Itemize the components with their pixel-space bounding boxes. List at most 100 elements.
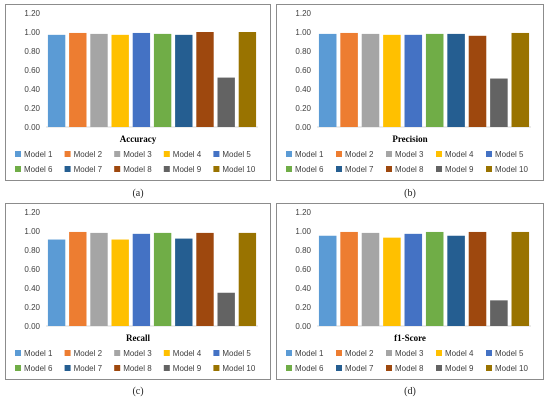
legend-item: Model 9 [436,364,474,373]
bar-model-2 [340,231,358,326]
bar-model-5 [132,233,151,326]
legend-label: Model 8 [123,364,152,373]
legend-label: Model 3 [123,349,152,358]
y-tick-label: 0.60 [24,265,40,274]
bar-model-10 [511,32,530,128]
legend-label: Model 1 [295,349,324,358]
legend-swatch [386,151,392,157]
legend-label: Model 2 [345,150,374,159]
bar-model-3 [361,232,380,326]
legend-swatch [64,365,71,371]
caption-b: (b) [404,188,416,199]
legend-label: Model 1 [24,349,53,358]
legend-swatch [486,166,492,172]
caption-c: (c) [132,386,144,397]
legend-item: Model 5 [486,349,524,358]
legend-item: Model 3 [386,150,424,159]
legend-swatch [436,166,442,172]
legend-swatch [213,166,220,172]
y-tick-label: 1.00 [295,28,311,37]
legend-swatch [15,166,21,172]
bar-model-8 [468,35,487,127]
y-tick-label: 0.80 [24,47,40,56]
legend-swatch [286,151,292,157]
bar-model-1 [318,235,337,326]
legend-label: Model 4 [173,349,202,358]
legend-label: Model 4 [445,349,474,358]
y-tick-label: 0.40 [295,284,311,293]
legend-item: Model 1 [286,349,324,358]
legend-swatch [486,151,492,157]
legend-item: Model 7 [64,364,103,373]
y-tick-label: 1.20 [295,208,311,217]
legend-label: Model 3 [395,150,424,159]
y-tick-label: 0.00 [295,123,311,132]
legend-label: Model 7 [74,364,103,373]
legend-swatch [436,151,442,157]
legend-item: Model 1 [286,150,324,159]
legend-item: Model 2 [64,150,103,159]
legend-label: Model 10 [495,165,528,174]
y-tick-label: 1.20 [24,208,40,217]
legend-label: Model 2 [74,349,103,358]
bar-model-1 [47,34,66,127]
bar-model-8 [468,231,487,326]
legend-swatch [213,151,220,157]
y-tick-label: 0.60 [295,265,311,274]
legend-swatch [163,151,170,157]
legend-item: Model 6 [286,165,324,174]
legend-swatch [64,151,71,157]
legend-swatch [64,166,71,172]
bar-model-10 [238,32,257,127]
legend-item: Model 6 [15,364,53,373]
bar-model-5 [404,34,423,127]
bar-model-2 [340,32,358,128]
y-tick-label: 1.00 [295,227,311,236]
bar-model-9 [490,78,508,127]
legend-swatch [114,350,121,356]
y-tick-label: 0.40 [24,284,40,293]
legend-label: Model 1 [24,150,53,159]
legend-swatch [15,365,21,371]
legend-label: Model 7 [345,364,374,373]
legend-swatch [286,365,292,371]
legend-label: Model 7 [74,165,103,174]
legend-label: Model 10 [222,364,255,373]
bar-model-4 [111,34,129,127]
legend-swatch [163,166,170,172]
legend-item: Model 7 [336,165,374,174]
bar-model-4 [383,237,401,326]
legend-item: Model 8 [114,165,152,174]
legend-swatch [213,350,220,356]
legend-item: Model 5 [486,150,524,159]
legend-label: Model 10 [495,364,528,373]
legend-swatch [114,166,121,172]
legend-swatch [64,350,71,356]
bar-model-1 [47,239,66,326]
legend-item: Model 2 [336,349,374,358]
bar-model-9 [217,77,235,127]
legend-label: Model 6 [295,165,324,174]
legend-swatch [163,350,170,356]
legend-label: Model 8 [123,165,152,174]
legend-item: Model 3 [386,349,424,358]
bar-model-3 [361,33,380,127]
legend-label: Model 3 [395,349,424,358]
bar-model-7 [447,33,465,127]
caption-a: (a) [132,188,144,199]
legend-swatch [114,151,121,157]
bar-model-3 [90,232,108,326]
bar-model-6 [153,232,172,326]
legend-item: Model 1 [15,349,53,358]
legend-item: Model 4 [436,349,474,358]
bar-chart-svg: 0.00 0.20 0.40 0.60 0.80 1.00 1.20 f1-Score Mode… [286,208,531,373]
bar-model-1 [318,33,337,127]
legend-label: Model 9 [445,364,474,373]
bar-model-3 [90,33,108,127]
legend-swatch [386,365,392,371]
chart-title: Precision [392,134,427,144]
legend-item: Model 6 [15,165,53,174]
bar-model-8 [196,32,214,127]
legend-swatch [436,365,442,371]
y-tick-label: 0.40 [24,85,40,94]
